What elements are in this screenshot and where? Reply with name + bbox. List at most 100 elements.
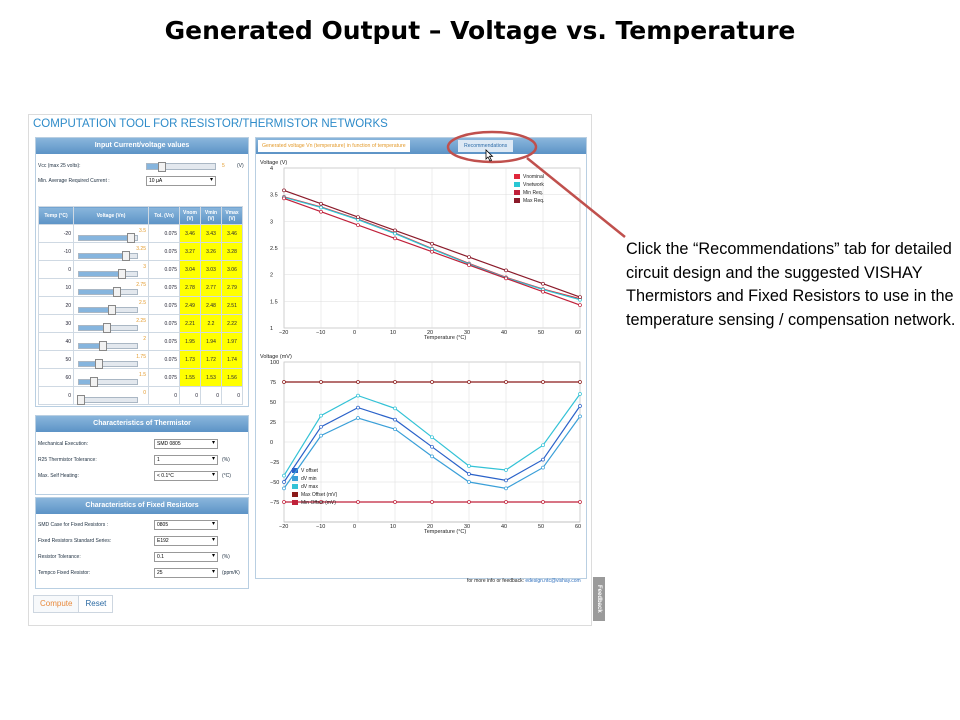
table-row: 0 3 0.075 3.04 3.03 3.06 — [38, 260, 243, 279]
voltage-slider-thumb[interactable] — [94, 358, 103, 369]
y-tick-label: 0 — [270, 440, 273, 446]
resistor-panel: Characteristics of Fixed Resistors SMD C… — [35, 497, 249, 589]
tol-cell[interactable]: 0.075 — [148, 224, 180, 243]
voltage-slider-thumb[interactable] — [77, 394, 86, 405]
temp-cell[interactable]: 60 — [38, 368, 74, 387]
legend-label[interactable]: V offset — [301, 468, 318, 474]
resistor-panel-header: Characteristics of Fixed Resistors — [36, 498, 248, 514]
data-point — [541, 500, 545, 504]
tol-cell[interactable]: 0.075 — [148, 332, 180, 351]
voltage-slider-fill — [79, 379, 93, 384]
voltage-value[interactable]: 2.5 — [139, 299, 146, 306]
voltage-value[interactable]: 3.5 — [139, 227, 146, 234]
input-panel-header: Input Current/voltage values — [36, 138, 248, 154]
tol-cell[interactable]: 0.075 — [148, 350, 180, 369]
feedback-tab[interactable]: Feedback — [593, 577, 605, 621]
voltage-slider[interactable] — [78, 268, 138, 279]
field-select[interactable]: 0805 — [154, 520, 218, 530]
temp-cell[interactable]: 50 — [38, 350, 74, 369]
legend-label[interactable]: Vnetwork — [523, 182, 544, 188]
voltage-value[interactable]: 3 — [143, 263, 146, 270]
voltage-slider-thumb[interactable] — [89, 376, 98, 387]
voltage-slider[interactable] — [78, 322, 138, 333]
x-tick-label: 10 — [390, 524, 396, 530]
legend-label[interactable]: Max Req. — [523, 198, 544, 204]
field-label: Max. Self Heating: — [38, 473, 79, 479]
voltage-slider[interactable] — [78, 250, 138, 261]
voltage-slider-thumb[interactable] — [112, 286, 121, 297]
voltage-value[interactable]: 0 — [143, 389, 146, 396]
voltage-value[interactable]: 1.5 — [139, 371, 146, 378]
voltage-slider-thumb[interactable] — [99, 340, 108, 351]
x-tick-label: 40 — [501, 330, 507, 336]
table-row: 10 2.75 0.075 2.78 2.77 2.79 — [38, 278, 243, 297]
footer-email-link[interactable]: edesign.ntc@vishay.com — [525, 578, 581, 584]
field-select[interactable]: 1 — [154, 455, 218, 465]
tab-generated-voltage[interactable]: Generated voltage Vn (temperature) in fu… — [258, 140, 410, 152]
field-select[interactable]: 0.1 — [154, 552, 218, 562]
temp-cell[interactable]: 20 — [38, 296, 74, 315]
voltage-value[interactable]: 2.75 — [136, 281, 146, 288]
temp-cell[interactable]: 40 — [38, 332, 74, 351]
temp-cell[interactable]: 0 — [38, 386, 74, 405]
legend-label[interactable]: Vnominal — [523, 174, 544, 180]
voltage-slider-thumb[interactable] — [107, 304, 116, 315]
temp-cell[interactable]: -10 — [38, 242, 74, 261]
legend-label[interactable]: Max Offset (mV) — [301, 492, 338, 498]
voltage-value[interactable]: 3.25 — [136, 245, 146, 252]
tol-cell[interactable]: 0.075 — [148, 314, 180, 333]
tol-cell[interactable]: 0.075 — [148, 278, 180, 297]
field-select[interactable]: 25 — [154, 568, 218, 578]
vmax-cell: 0 — [221, 386, 243, 405]
voltage-slider[interactable] — [78, 304, 138, 315]
vcc-slider-thumb[interactable] — [157, 162, 166, 172]
tol-cell[interactable]: 0.075 — [148, 296, 180, 315]
field-select[interactable]: SMD 0805 — [154, 439, 218, 449]
vmin-cell: 3.43 — [200, 224, 222, 243]
voltage-slider[interactable] — [78, 358, 138, 369]
tol-cell[interactable]: 0.075 — [148, 242, 180, 261]
field-select[interactable]: E192 — [154, 536, 218, 546]
temp-cell[interactable]: 10 — [38, 278, 74, 297]
voltage-slider-fill — [79, 325, 107, 330]
voltage-slider-thumb[interactable] — [103, 322, 112, 333]
data-point — [504, 500, 508, 504]
tol-cell[interactable]: 0.075 — [148, 368, 180, 387]
voltage-value[interactable]: 1.75 — [136, 353, 146, 360]
legend-label[interactable]: Min Req. — [523, 190, 543, 196]
temp-cell[interactable]: -20 — [38, 224, 74, 243]
compute-button[interactable]: Compute — [34, 596, 80, 612]
reset-button[interactable]: Reset — [85, 599, 107, 608]
x-tick-label: 30 — [464, 524, 470, 530]
voltage-slider[interactable] — [78, 232, 138, 243]
voltage-value[interactable]: 2 — [143, 335, 146, 342]
voltage-slider-thumb[interactable] — [117, 268, 126, 279]
x-tick-label: 60 — [575, 524, 581, 530]
temp-cell[interactable]: 0 — [38, 260, 74, 279]
legend-label[interactable]: dV max — [301, 484, 318, 490]
voltage-slider-thumb[interactable] — [127, 232, 136, 243]
voltage-slider[interactable] — [78, 340, 138, 351]
slide-title: Generated Output – Voltage vs. Temperatu… — [164, 16, 796, 45]
tol-cell[interactable]: 0.075 — [148, 260, 180, 279]
y-tick-label: 1 — [270, 326, 273, 332]
vcc-slider[interactable] — [146, 162, 216, 172]
voltage-slider[interactable] — [78, 376, 138, 387]
current-select[interactable]: 10 µA — [146, 176, 216, 186]
voltage-slider-thumb[interactable] — [122, 250, 131, 261]
voltage-slider[interactable] — [78, 286, 138, 297]
tab-recommendations[interactable]: Recommendations — [458, 140, 514, 152]
y-axis-label: Voltage (V) — [260, 160, 287, 166]
legend-label[interactable]: Min Offset (mV) — [301, 500, 336, 506]
temp-cell[interactable]: 30 — [38, 314, 74, 333]
legend-label[interactable]: dV min — [301, 476, 317, 482]
table-row: -10 3.25 0.075 3.27 3.26 3.28 — [38, 242, 243, 261]
y-tick-label: −75 — [270, 500, 279, 506]
x-tick-label: 0 — [353, 330, 356, 336]
vmax-cell: 3.46 — [221, 224, 243, 243]
tol-cell[interactable]: 0 — [148, 386, 180, 405]
field-select[interactable]: < 0.1°C — [154, 471, 218, 481]
voltage-slider[interactable] — [77, 394, 138, 405]
voltage-value[interactable]: 2.25 — [136, 317, 146, 324]
